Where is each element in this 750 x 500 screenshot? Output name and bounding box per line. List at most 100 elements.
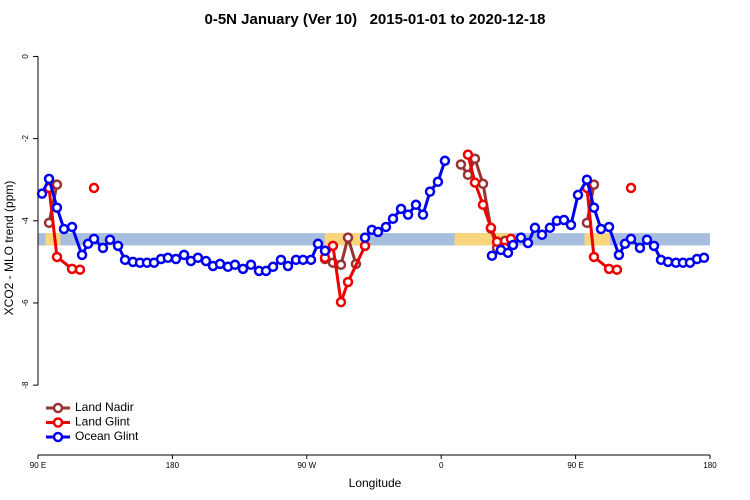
data-point bbox=[698, 252, 710, 264]
data-point bbox=[432, 176, 444, 188]
x-tick-label: 90 E bbox=[30, 461, 46, 470]
chart-title: 0-5N January (Ver 10) 2015-01-01 to 2020… bbox=[204, 11, 545, 28]
series-line bbox=[491, 178, 705, 265]
data-point bbox=[469, 177, 481, 188]
data-point bbox=[342, 276, 354, 288]
data-point bbox=[544, 222, 556, 234]
y-tick-label: -4 bbox=[21, 217, 30, 225]
data-point bbox=[66, 221, 78, 233]
data-point bbox=[359, 232, 371, 243]
data-point bbox=[588, 251, 600, 263]
data-point bbox=[603, 221, 615, 233]
data-point bbox=[417, 209, 429, 220]
data-point bbox=[76, 249, 88, 261]
data-point bbox=[178, 249, 190, 261]
data-point bbox=[402, 209, 414, 220]
data-point bbox=[634, 242, 646, 254]
data-point bbox=[486, 250, 498, 261]
data-point bbox=[648, 240, 660, 252]
data-point bbox=[491, 236, 503, 247]
legend-marker bbox=[52, 402, 64, 414]
y-tick-label: -8 bbox=[21, 381, 30, 389]
x-axis-label: Longitude bbox=[349, 476, 402, 490]
data-point bbox=[229, 259, 241, 271]
data-point bbox=[245, 259, 257, 271]
data-point bbox=[97, 242, 109, 254]
data-point bbox=[192, 252, 204, 264]
series-line bbox=[47, 184, 59, 224]
data-point bbox=[51, 202, 63, 213]
data-point bbox=[462, 169, 474, 181]
data-point bbox=[625, 233, 637, 245]
legend-label: Land Glint bbox=[75, 415, 130, 429]
data-point bbox=[410, 199, 422, 211]
data-point bbox=[595, 223, 607, 235]
data-point bbox=[88, 233, 100, 245]
data-point bbox=[335, 296, 347, 308]
data-point bbox=[319, 245, 331, 257]
data-point bbox=[625, 182, 637, 194]
data-point bbox=[439, 155, 451, 167]
y-tick-label: -2 bbox=[21, 135, 30, 143]
data-point bbox=[267, 261, 279, 273]
data-point bbox=[502, 247, 514, 259]
data-point bbox=[485, 222, 497, 234]
data-point bbox=[558, 214, 570, 226]
data-point bbox=[305, 254, 317, 266]
data-point bbox=[455, 159, 467, 170]
data-point bbox=[588, 202, 600, 213]
data-point bbox=[424, 186, 436, 197]
data-point bbox=[372, 226, 384, 238]
data-point bbox=[312, 238, 324, 250]
data-point bbox=[275, 254, 287, 266]
series-line bbox=[363, 160, 447, 239]
y-axis-label: XCO2 - MLO trend (ppm) bbox=[2, 181, 16, 316]
land-segment bbox=[45, 233, 61, 246]
legend-label: Ocean Glint bbox=[75, 429, 139, 443]
legend-marker bbox=[52, 431, 64, 443]
data-point bbox=[572, 189, 584, 201]
data-point bbox=[536, 229, 548, 241]
data-point bbox=[162, 252, 174, 264]
data-point bbox=[515, 232, 527, 243]
data-point bbox=[51, 251, 63, 263]
legend-label: Land Nadir bbox=[75, 400, 134, 414]
data-point bbox=[200, 255, 212, 267]
land-segment bbox=[584, 233, 610, 246]
data-point bbox=[565, 219, 577, 231]
data-point bbox=[477, 178, 489, 190]
data-point bbox=[380, 221, 392, 233]
y-tick-label: 0 bbox=[21, 54, 30, 59]
data-point bbox=[112, 240, 124, 252]
data-point bbox=[335, 259, 347, 271]
data-point bbox=[477, 199, 489, 211]
x-tick-label: 90 W bbox=[297, 461, 316, 470]
data-point bbox=[327, 240, 339, 252]
data-point bbox=[641, 234, 653, 245]
data-point bbox=[104, 234, 116, 245]
data-point bbox=[581, 174, 593, 185]
data-point bbox=[36, 188, 48, 199]
x-tick-label: 180 bbox=[703, 461, 717, 470]
data-point bbox=[395, 203, 407, 215]
data-point bbox=[613, 249, 625, 261]
data-point bbox=[282, 260, 294, 272]
data-point bbox=[58, 223, 70, 235]
data-point bbox=[507, 239, 519, 251]
x-tick-label: 180 bbox=[166, 461, 180, 470]
data-point bbox=[522, 237, 534, 249]
legend-marker bbox=[52, 417, 64, 428]
data-point bbox=[237, 263, 249, 275]
data-point bbox=[529, 222, 541, 234]
x-tick-label: 0 bbox=[439, 461, 444, 470]
data-point bbox=[43, 173, 55, 185]
data-point bbox=[342, 232, 354, 243]
data-point bbox=[359, 240, 371, 252]
data-point bbox=[611, 264, 623, 275]
data-point bbox=[170, 253, 182, 265]
data-point bbox=[387, 213, 399, 224]
y-tick-label: -6 bbox=[21, 299, 30, 307]
data-point bbox=[88, 182, 100, 194]
data-point bbox=[74, 264, 86, 275]
